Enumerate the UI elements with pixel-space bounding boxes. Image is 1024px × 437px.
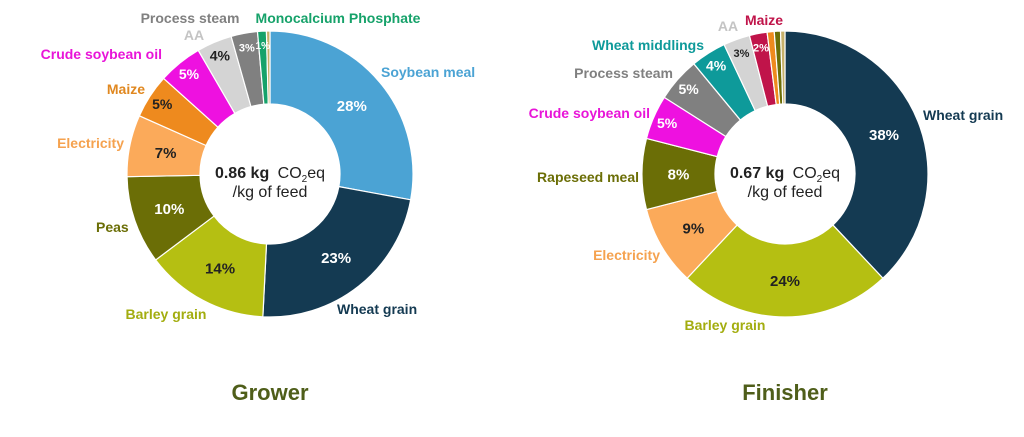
grower-category-label-8: Process steam: [141, 10, 240, 26]
finisher-category-label-1: Barley grain: [685, 317, 766, 333]
grower-category-label-9: Monocalcium Phosphate: [256, 10, 421, 26]
grower-pct-label-4: 7%: [155, 145, 177, 162]
grower-category-label-3: Peas: [96, 219, 129, 235]
finisher-category-label-0: Wheat grain: [923, 107, 1003, 123]
finisher-pct-label-8: 2%: [753, 43, 769, 55]
finisher-percent-labels: 38% 24% 9% 8% 5% 5% 4% 3% 2%: [657, 43, 899, 290]
grower-slice-0: [269, 30, 414, 201]
finisher-pct-label-6: 4%: [706, 57, 727, 73]
grower-center-value: 0.86 kg: [215, 165, 269, 182]
finisher-slice-0: [784, 30, 929, 280]
finisher-category-labels: Wheat grain Barley grain Electricity Rapese…: [529, 12, 1003, 333]
grower-pct-label-9: 1%: [256, 41, 271, 52]
finisher-pct-label-5: 5%: [678, 81, 699, 97]
finisher-center-unit-prefix: CO: [793, 165, 817, 182]
grower-slices: [126, 30, 414, 318]
grower-category-label-7: AA: [184, 27, 204, 43]
grower-center-line1: 0.86 kg CO2eq: [215, 165, 325, 185]
finisher-category-label-2: Electricity: [593, 247, 660, 263]
finisher-center-line2: /kg of feed: [748, 184, 823, 201]
grower-chart: 28% 23% 14% 10% 7% 5% 5% 4% 3% 1% Soybean meal Whe…: [41, 10, 476, 405]
finisher-center-line1: 0.67 kg CO2eq: [730, 165, 840, 185]
grower-percent-labels: 28% 23% 14% 10% 7% 5% 5% 4% 3% 1%: [152, 41, 367, 277]
grower-category-label-2: Barley grain: [126, 306, 207, 322]
finisher-category-label-3: Rapeseed meal: [537, 169, 639, 185]
finisher-category-label-7: AA: [718, 18, 738, 34]
grower-center-unit-sub: 2: [302, 174, 308, 185]
finisher-category-label-8: Maize: [745, 12, 783, 28]
grower-pct-label-8: 3%: [239, 42, 255, 54]
grower-center-line2: /kg of feed: [233, 184, 308, 201]
finisher-title: Finisher: [742, 380, 828, 405]
finisher-chart: 38% 24% 9% 8% 5% 5% 4% 3% 2% Wheat grain Barley g…: [529, 12, 1003, 405]
finisher-pct-label-0: 38%: [869, 127, 899, 144]
finisher-slices: [641, 30, 929, 318]
finisher-slice-11: [779, 30, 786, 105]
grower-slice-1: [262, 185, 412, 318]
finisher-center-unit-suffix: eq: [822, 165, 840, 182]
grower-pct-label-1: 23%: [321, 250, 351, 267]
finisher-pct-label-4: 5%: [657, 115, 678, 131]
grower-category-label-5: Maize: [107, 81, 145, 97]
finisher-center-unit-sub: 2: [817, 174, 823, 185]
grower-pct-label-7: 4%: [210, 48, 231, 64]
grower-title: Grower: [231, 380, 308, 405]
grower-category-label-0: Soybean meal: [381, 64, 475, 80]
finisher-pct-label-7: 3%: [734, 48, 750, 60]
grower-slice-10: [265, 30, 271, 105]
finisher-center-value: 0.67 kg: [730, 165, 784, 182]
grower-category-label-1: Wheat grain: [337, 301, 417, 317]
grower-category-label-6: Crude soybean oil: [41, 46, 162, 62]
grower-pct-label-0: 28%: [337, 98, 367, 115]
grower-pct-label-3: 10%: [154, 201, 184, 218]
finisher-category-label-6: Wheat middlings: [592, 37, 704, 53]
finisher-pct-label-1: 24%: [770, 273, 800, 290]
grower-center-unit-suffix: eq: [307, 165, 325, 182]
grower-pct-label-5: 5%: [152, 96, 173, 112]
finisher-slice-1: [686, 224, 884, 318]
finisher-category-label-4: Crude soybean oil: [529, 105, 650, 121]
finisher-category-label-5: Process steam: [574, 65, 673, 81]
grower-category-labels: Soybean meal Wheat grain Barley grain Peas E…: [41, 10, 476, 322]
grower-category-label-4: Electricity: [57, 135, 124, 151]
finisher-pct-label-2: 9%: [682, 220, 704, 237]
finisher-pct-label-3: 8%: [668, 166, 690, 183]
grower-center-unit-prefix: CO: [278, 165, 302, 182]
grower-pct-label-2: 14%: [205, 260, 235, 277]
grower-pct-label-6: 5%: [179, 66, 200, 82]
